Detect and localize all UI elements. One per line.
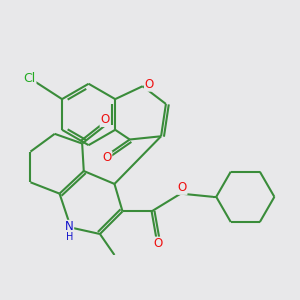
Text: O: O: [103, 152, 112, 164]
Text: H: H: [65, 232, 73, 242]
Text: Cl: Cl: [24, 72, 36, 85]
Text: O: O: [100, 113, 110, 127]
Text: O: O: [154, 237, 163, 250]
Text: O: O: [178, 181, 187, 194]
Text: N: N: [65, 220, 74, 233]
Text: O: O: [145, 78, 154, 91]
